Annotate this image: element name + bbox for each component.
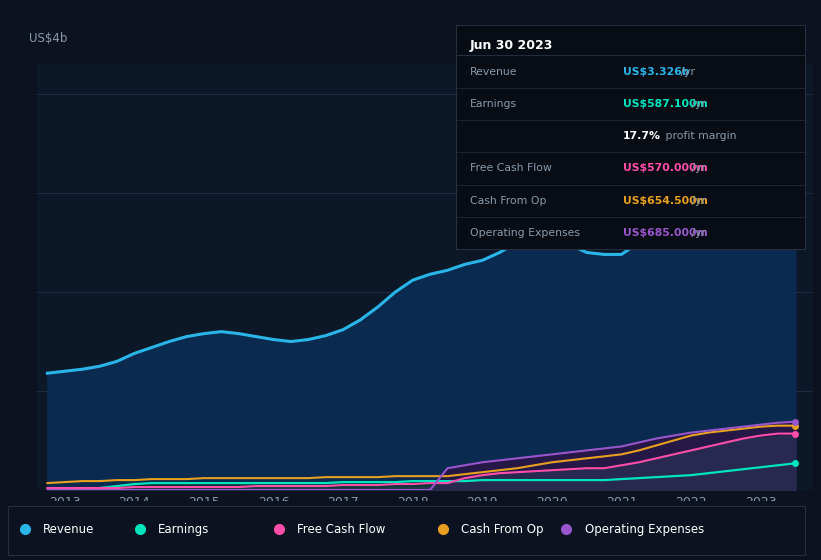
Text: Cash From Op: Cash From Op (461, 523, 544, 536)
Text: US$4b: US$4b (30, 32, 67, 45)
Text: Operating Expenses: Operating Expenses (470, 228, 580, 238)
Text: /yr: /yr (688, 196, 706, 206)
Text: /yr: /yr (688, 99, 706, 109)
Text: Free Cash Flow: Free Cash Flow (297, 523, 386, 536)
Text: Earnings: Earnings (470, 99, 516, 109)
Text: US$587.100m: US$587.100m (623, 99, 708, 109)
Text: US$3.326b: US$3.326b (623, 67, 690, 77)
Text: Cash From Op: Cash From Op (470, 196, 546, 206)
Text: Revenue: Revenue (43, 523, 94, 536)
Text: US$570.000m: US$570.000m (623, 164, 708, 174)
Text: Free Cash Flow: Free Cash Flow (470, 164, 552, 174)
Text: US$685.000m: US$685.000m (623, 228, 708, 238)
Text: Jun 30 2023: Jun 30 2023 (470, 39, 553, 52)
Text: /yr: /yr (677, 67, 695, 77)
Text: /yr: /yr (688, 164, 706, 174)
Text: 17.7%: 17.7% (623, 131, 661, 141)
Text: profit margin: profit margin (662, 131, 736, 141)
Text: /yr: /yr (688, 228, 706, 238)
Text: US$654.500m: US$654.500m (623, 196, 708, 206)
Text: Operating Expenses: Operating Expenses (585, 523, 704, 536)
Text: US$0: US$0 (30, 509, 60, 522)
Bar (8, 506, 805, 556)
Text: Revenue: Revenue (470, 67, 517, 77)
Text: Earnings: Earnings (158, 523, 209, 536)
